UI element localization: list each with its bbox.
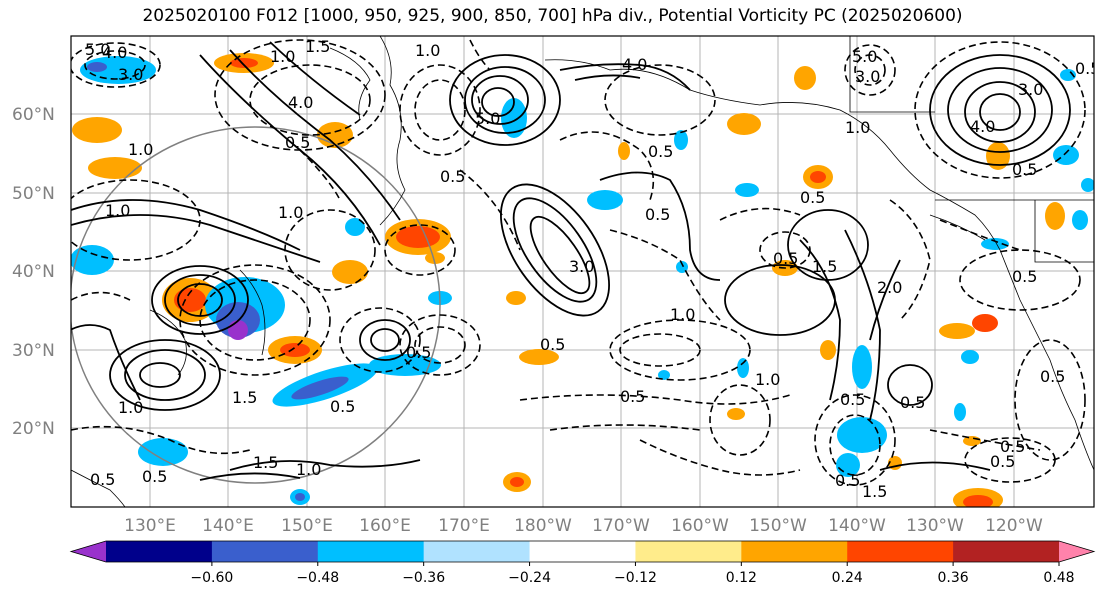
lon-label: 140°W (828, 516, 886, 536)
lon-label: 170°W (592, 516, 650, 536)
contour-label: 0.5 (1012, 267, 1037, 286)
colorbar-tick-label: −0.48 (296, 570, 339, 586)
lat-label: 50°N (12, 184, 55, 204)
colorbar-extension-high (1059, 541, 1094, 562)
contour-label: 1.0 (270, 47, 295, 66)
contour-label: 1.0 (415, 41, 440, 60)
lat-label: 40°N (12, 262, 55, 282)
colorbar-tick-label: 0.24 (832, 570, 863, 586)
contour-label: 0.5 (285, 133, 310, 152)
colorbar-segment (211, 541, 319, 562)
contour-label: 1.5 (232, 388, 257, 407)
contour-label: 0.5 (1000, 437, 1025, 456)
contour-label: 1.0 (670, 305, 695, 324)
contour-label: 1.0 (105, 201, 130, 220)
latitude-axis: 60°N 50°N 40°N 30°N 20°N (12, 105, 55, 439)
colorbar-tick-label: −0.36 (402, 570, 445, 586)
contour-label: 0.5 (620, 387, 645, 406)
dashed-contours (71, 39, 1086, 486)
colorbar-segment (953, 541, 1060, 562)
colorbar-tick-label: −0.12 (614, 570, 657, 586)
lon-label: 140°E (202, 516, 254, 536)
contour-label: 4.0 (288, 93, 313, 112)
contour-label: 3.0 (118, 65, 143, 84)
contour-label: 1.5 (862, 482, 887, 501)
colorbar-segment (741, 541, 848, 562)
contour-label: 1.0 (128, 140, 153, 159)
colorbar-tick-label: 0.36 (938, 570, 969, 586)
contour-label: 5.0 (852, 47, 877, 66)
contour-label: 1.0 (755, 370, 780, 389)
contour-label: 0.5 (835, 471, 860, 490)
contour-label: 1.0 (845, 118, 870, 137)
colorbar-segment (317, 541, 425, 562)
contour-label: 0.5 (540, 335, 565, 354)
colorbar-segment (106, 541, 213, 562)
colorbar-tick-label: 0.12 (726, 570, 757, 586)
lon-label: 170°E (438, 516, 490, 536)
contour-label: 3.0 (569, 257, 594, 276)
contour-label: 0.5 (840, 390, 865, 409)
lon-label: 160°E (359, 516, 411, 536)
map-title: 2025020100 F012 [1000, 950, 925, 900, 85… (142, 6, 963, 26)
contour-label: 4.0 (970, 117, 995, 136)
contour-label: 2.0 (877, 278, 902, 297)
contour-label: 5.0 (85, 40, 110, 59)
contour-label: 0.5 (648, 142, 673, 161)
colorbar-segment (423, 541, 531, 562)
domain-circle (71, 126, 441, 484)
contour-label: 0.5 (1040, 367, 1065, 386)
colorbar-segment (635, 541, 742, 562)
lon-label: 130°W (906, 516, 964, 536)
contour-label: 1.0 (296, 460, 321, 479)
colorbar-outline (69, 540, 1096, 563)
lon-label: 150°E (281, 516, 333, 536)
contour-label: 1.5 (305, 37, 330, 56)
map-frame (70, 35, 1095, 508)
contour-label: 0.5 (330, 397, 355, 416)
colorbar-extension-low (71, 541, 106, 562)
lat-label: 20°N (12, 419, 55, 439)
contour-label: 3.0 (1018, 80, 1043, 99)
lon-label: 130°E (124, 516, 176, 536)
contour-label: 0.5 (773, 249, 798, 268)
contour-label: 0.5 (645, 205, 670, 224)
contour-label: 4.0 (622, 55, 647, 74)
coastlines (71, 36, 1094, 507)
colorbar-tick-label: 0.48 (1043, 570, 1074, 586)
contour-label: 1.5 (812, 257, 837, 276)
contour-labels: 4.0 3.0 5.0 1.5 1.0 4.0 5.0 4.0 3.0 5.0 … (85, 37, 1100, 501)
contour-label: 1.0 (118, 398, 143, 417)
lat-label: 60°N (12, 105, 55, 125)
contour-label: 0.5 (90, 470, 115, 489)
shaded-anomalies (71, 53, 1094, 507)
lon-label: 160°W (671, 516, 729, 536)
longitude-axis: 130°E 140°E 150°E 160°E 170°E 180°W 170°… (124, 516, 1043, 536)
contour-label: 5.0 (475, 109, 500, 128)
contour-label: 0.5 (900, 393, 925, 412)
lon-label: 150°W (749, 516, 807, 536)
contour-label: 1.0 (278, 203, 303, 222)
colorbar-segment (529, 541, 636, 562)
colorbar-tick-label: −0.60 (190, 570, 233, 586)
contour-label: 3.0 (855, 67, 880, 86)
contour-label: 0.5 (800, 188, 825, 207)
colorbar-tick-label: −0.24 (508, 570, 551, 586)
contour-label: 0.5 (990, 452, 1015, 471)
colorbar: −0.60 −0.48 −0.36 −0.24 −0.12 0.12 0.24 0.36 0.4… (69, 540, 1096, 586)
contour-label: 1.5 (253, 453, 278, 472)
contour-label: 4.0 (102, 43, 127, 62)
lon-label: 180°W (514, 516, 572, 536)
contour-label: 0.5 (142, 467, 167, 486)
lat-label: 30°N (12, 341, 55, 361)
contour-label: 0.5 (1012, 160, 1037, 179)
contour-label: 0.5 (1075, 59, 1100, 78)
contour-label: 0.5 (406, 343, 431, 362)
lon-label: 120°W (985, 516, 1043, 536)
contour-label: 0.5 (440, 167, 465, 186)
colorbar-segment (847, 541, 954, 562)
